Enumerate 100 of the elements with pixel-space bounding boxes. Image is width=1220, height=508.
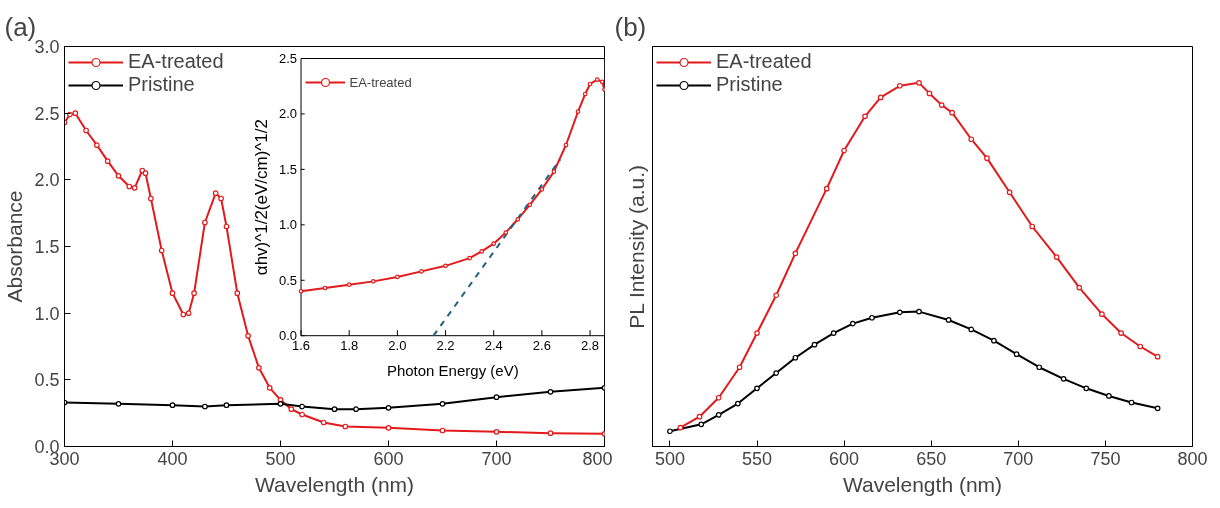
point <box>916 80 922 86</box>
x-axis-title: Photon Energy (eV) <box>386 361 519 379</box>
point <box>539 186 545 192</box>
point <box>180 311 187 318</box>
y-axis-title: Absorbance <box>3 190 27 303</box>
x-axis-title: Wavelength (nm) <box>842 472 1003 496</box>
y-axis-title: PL Intensity (a.u.) <box>624 164 648 329</box>
point <box>148 195 154 202</box>
point <box>968 136 975 143</box>
point <box>493 428 500 435</box>
point <box>949 109 955 116</box>
point <box>185 310 192 317</box>
legend-label: EA-treated <box>128 50 224 73</box>
point <box>169 290 176 297</box>
legend-label: Pristine <box>128 73 195 96</box>
point <box>1083 385 1090 392</box>
y-tick-label: 1.0 <box>34 303 60 324</box>
x-tick-label: 750 <box>1090 448 1121 469</box>
point <box>754 330 760 336</box>
point <box>916 308 922 315</box>
x-tick-label: 700 <box>481 448 512 469</box>
point <box>587 81 593 87</box>
x-tick-label: 800 <box>582 448 613 469</box>
point <box>1118 330 1124 336</box>
point <box>754 385 760 392</box>
legend-label: EA-treated <box>716 50 812 73</box>
point <box>1106 393 1112 399</box>
y-tick-label: 1.5 <box>278 161 298 177</box>
point <box>191 290 197 297</box>
y-tick-label: 3.0 <box>34 37 60 57</box>
point <box>735 400 741 407</box>
point <box>202 403 208 410</box>
point <box>479 249 485 254</box>
y-tick-label: 2.5 <box>34 103 60 124</box>
point <box>515 216 521 222</box>
point <box>698 421 705 428</box>
point <box>395 274 400 280</box>
x-tick-label: 600 <box>829 448 860 469</box>
point <box>202 219 208 226</box>
x-tick-label: 500 <box>265 448 296 469</box>
point <box>158 247 165 254</box>
point <box>773 370 780 376</box>
point <box>503 230 509 235</box>
point <box>1006 189 1013 196</box>
y-tick-label: 1.0 <box>278 217 298 233</box>
point <box>984 155 990 161</box>
point <box>599 79 605 85</box>
point <box>419 269 424 274</box>
point <box>547 388 554 395</box>
point <box>439 400 446 407</box>
y-tick-label: 0.5 <box>34 370 60 391</box>
point <box>277 400 284 407</box>
y-tick-label: 2.0 <box>34 170 60 191</box>
point <box>299 403 305 410</box>
point <box>667 428 673 435</box>
point <box>563 142 569 148</box>
y-tick-label: 2.0 <box>278 106 298 122</box>
point <box>1060 376 1067 382</box>
x-axis-title: Wavelength (nm) <box>254 472 415 496</box>
point <box>677 424 684 431</box>
point <box>811 341 818 348</box>
point <box>551 169 557 174</box>
x-tick-label: 1.8 <box>340 337 359 353</box>
point <box>346 282 352 288</box>
point <box>169 402 176 409</box>
point <box>527 202 533 208</box>
point <box>104 158 111 165</box>
point <box>792 354 799 361</box>
point <box>841 147 847 154</box>
point <box>139 167 146 174</box>
y-tick-label: 0.5 <box>278 272 298 288</box>
point <box>288 406 295 413</box>
x-tick-label: 800 <box>1177 448 1208 469</box>
point <box>1076 284 1083 291</box>
point <box>1029 223 1036 230</box>
point <box>115 400 122 407</box>
point <box>792 250 799 257</box>
y-tick-label: 1.5 <box>34 237 60 257</box>
point <box>126 183 133 190</box>
point <box>991 337 997 344</box>
point <box>299 411 305 418</box>
point <box>1154 353 1161 360</box>
x-tick-label: 2.8 <box>581 337 600 353</box>
point <box>736 364 743 371</box>
point <box>94 142 100 149</box>
point <box>298 289 304 294</box>
point <box>1154 405 1161 412</box>
point <box>320 419 327 426</box>
x-tick-label: 600 <box>373 448 404 469</box>
point <box>131 184 138 191</box>
point <box>385 424 392 431</box>
point <box>830 330 837 336</box>
point <box>234 290 241 297</box>
point <box>245 332 251 339</box>
x-tick-label: 500 <box>654 448 685 469</box>
point <box>594 77 600 82</box>
point <box>331 406 338 413</box>
point <box>938 102 945 108</box>
point <box>773 292 780 299</box>
point <box>1036 364 1043 371</box>
